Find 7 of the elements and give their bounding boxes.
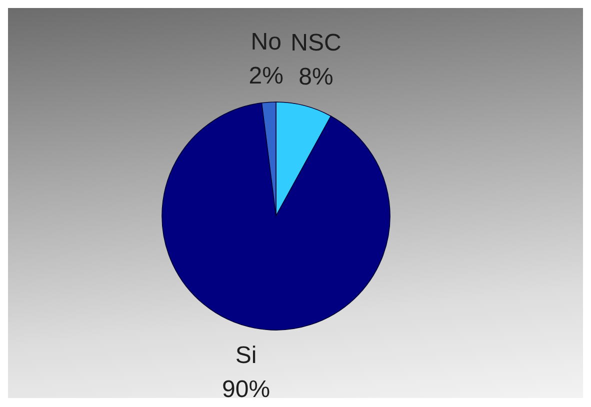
slice-label: NSC [290,29,342,56]
slice-label: Si [235,342,257,369]
data-label: 8% [298,63,334,90]
data-label: 90% [222,376,270,403]
pie-slice [162,102,390,330]
slice-label: No [250,28,282,56]
data-label: 2% [248,62,284,90]
